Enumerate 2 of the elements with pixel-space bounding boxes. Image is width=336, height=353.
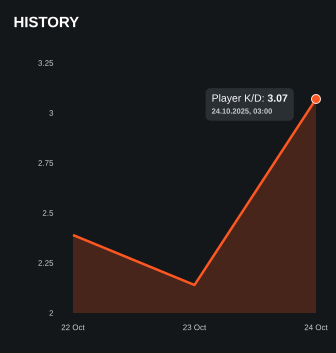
annotation: Player K/D: 3.07 bbox=[212, 94, 288, 104]
chart-title: HISTORY bbox=[14, 16, 79, 28]
